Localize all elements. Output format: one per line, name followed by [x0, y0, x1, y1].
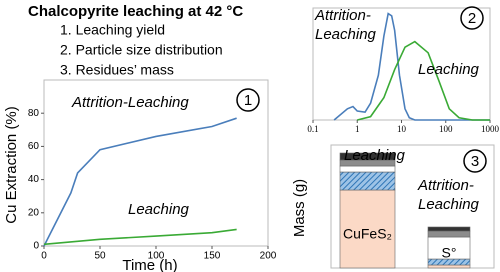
bar-segment	[339, 152, 396, 161]
badge-circle	[236, 88, 260, 112]
y-tick-label: 40	[28, 174, 40, 185]
badge-circle	[460, 6, 484, 30]
y-tick-label: 20	[28, 207, 40, 218]
x-tick-label: 10	[397, 124, 407, 134]
data-line	[333, 12, 490, 121]
x-tick-label: 200	[260, 251, 277, 262]
x-tick-label: 1	[355, 124, 360, 134]
plot-frame	[330, 144, 495, 269]
series-label: Attrition-Leaching	[71, 94, 189, 111]
category-label: Attrition-Leaching	[417, 177, 480, 213]
bar-segment	[339, 171, 396, 191]
segment-label: S°	[442, 245, 457, 261]
series-label: Leaching	[128, 201, 190, 218]
y-tick-label: 80	[28, 108, 40, 119]
bar-segment	[427, 226, 471, 232]
bar-segment	[339, 165, 396, 173]
x-axis-title: Time (h)	[122, 257, 177, 272]
data-line	[43, 117, 237, 247]
x-tick-label: 0	[41, 251, 47, 262]
y-axis-title: Mass (g)	[291, 179, 308, 237]
list-item: 1. Leaching yield	[60, 22, 165, 38]
data-line	[357, 40, 490, 121]
title: Chalcopyrite leaching at 42 °C	[28, 3, 243, 20]
y-tick-label: 60	[28, 141, 40, 152]
segment-label: CuFeS₂	[343, 226, 392, 242]
list-item: 2. Particle size distribution	[60, 42, 223, 58]
x-tick-label: 50	[94, 251, 106, 262]
badge-circle	[463, 149, 487, 173]
list-item: 3. Residues’ mass	[60, 62, 174, 78]
x-tick-label: 0.1	[307, 124, 318, 134]
y-axis-title: Cu Extraction (%)	[3, 106, 20, 224]
x-tick-label: 150	[204, 251, 221, 262]
x-tick-label: 1000	[481, 124, 500, 134]
x-tick-label: 100	[439, 124, 453, 134]
category-label: Leaching	[344, 147, 406, 164]
series-label: Attrition-Leaching	[314, 7, 377, 43]
badge-number: 1	[244, 92, 252, 109]
bar-segment	[427, 230, 471, 238]
data-line	[43, 228, 237, 246]
series-label: Leaching	[418, 61, 480, 78]
bar-segment	[427, 264, 471, 269]
bar-segment	[339, 189, 396, 269]
badge-number: 3	[471, 153, 479, 170]
badge-number: 2	[468, 10, 476, 27]
y-tick-label: 0	[33, 241, 39, 252]
x-tick-label: 100	[148, 251, 165, 262]
